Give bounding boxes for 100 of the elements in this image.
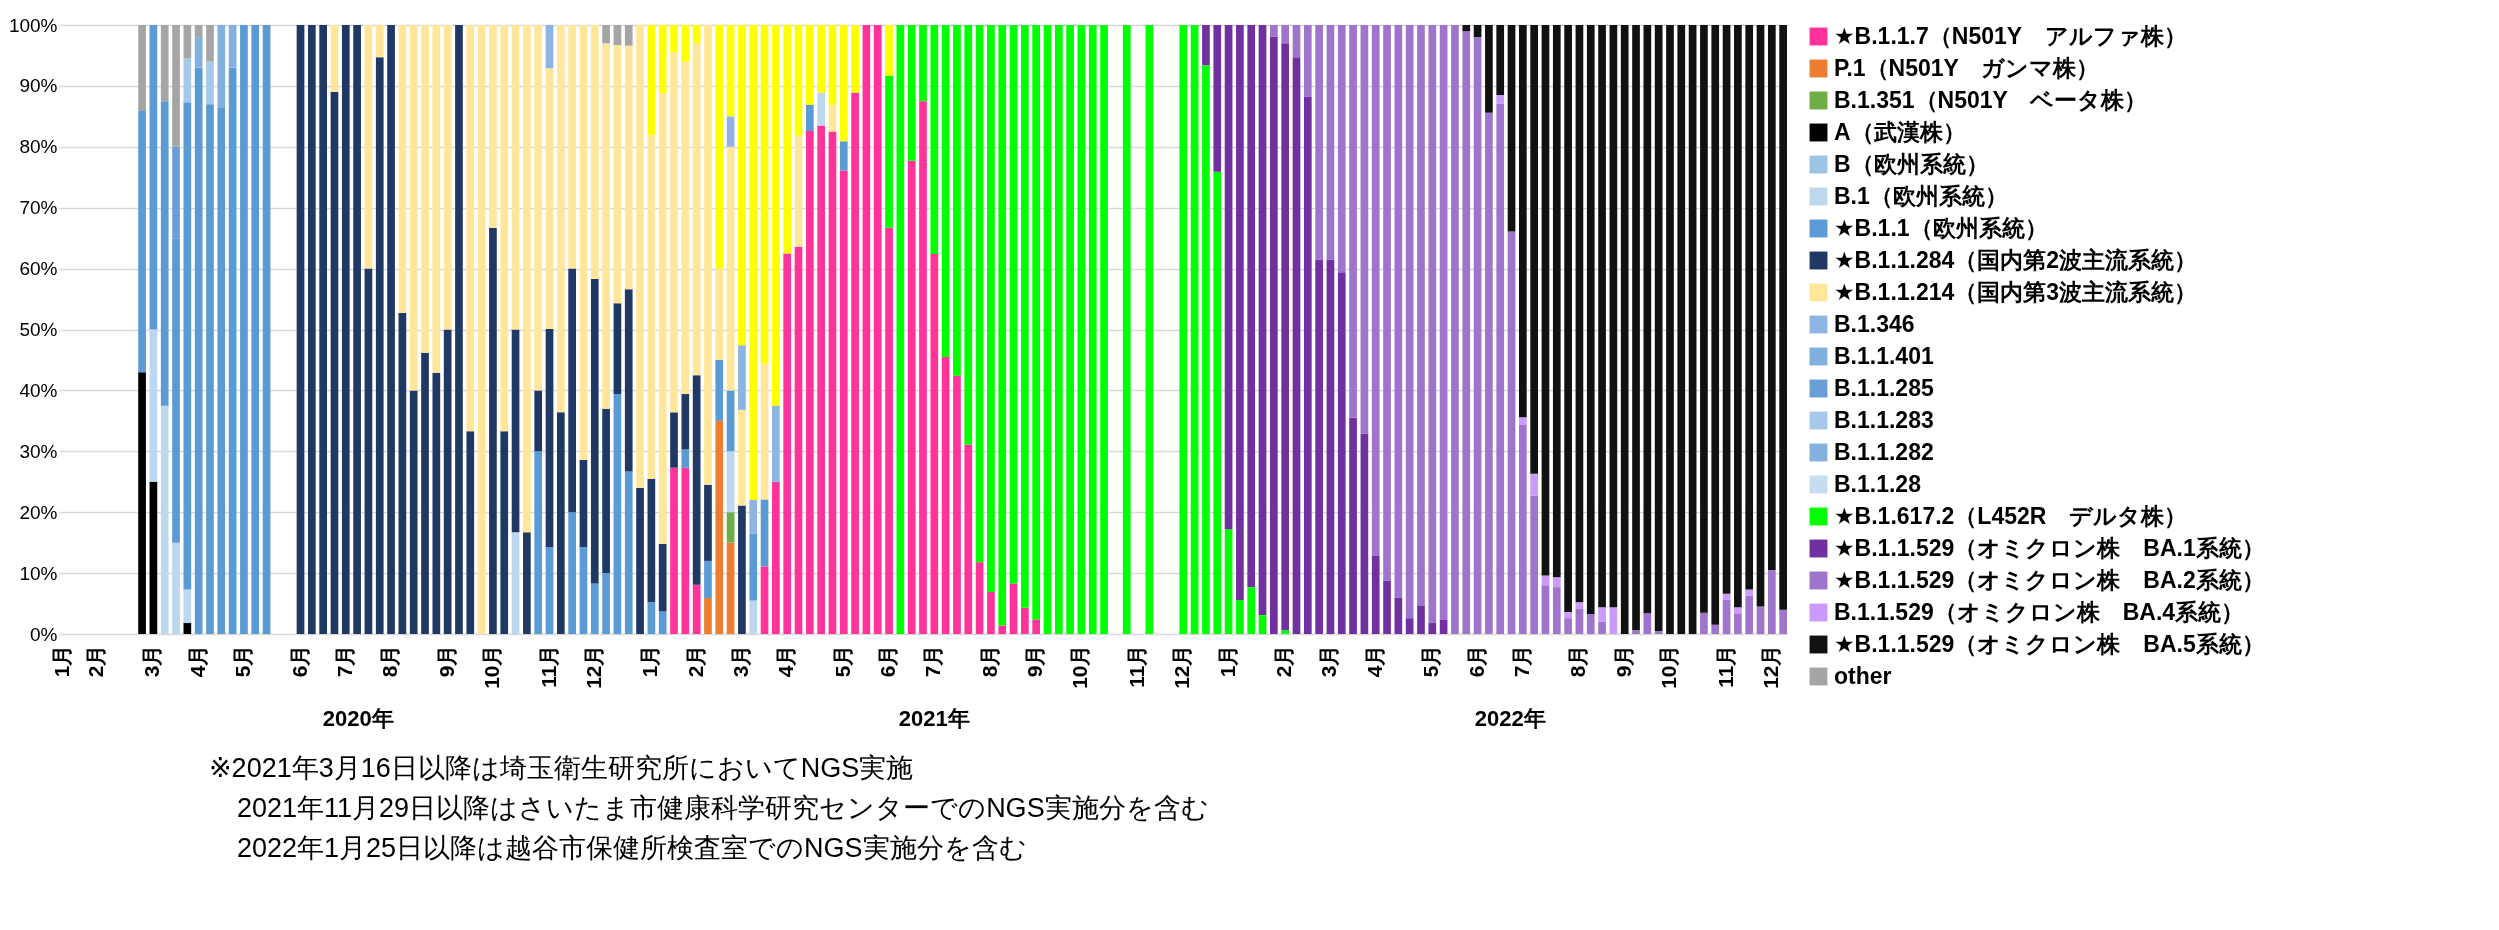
legend-label: B.1.1.401 (1834, 342, 1934, 369)
bar (217, 107, 226, 634)
bar (930, 25, 939, 254)
bar (1224, 25, 1233, 530)
x-tick-label: 4月 (774, 644, 798, 678)
bar (523, 532, 531, 634)
bar (1767, 570, 1776, 634)
bar (794, 135, 803, 247)
bar (432, 25, 441, 373)
bar (760, 363, 769, 500)
bar (387, 25, 395, 634)
bar (1575, 25, 1584, 603)
bar (1666, 25, 1674, 634)
legend-label: other (1834, 662, 1892, 689)
bar (1202, 65, 1210, 634)
bar (1451, 25, 1459, 634)
bar (1236, 25, 1244, 600)
bar (1394, 25, 1403, 598)
x-tick-label: 12月 (1170, 644, 1194, 689)
bar (1643, 25, 1652, 614)
bar (149, 25, 158, 330)
x-tick-label: 1月 (49, 644, 73, 678)
bar (1303, 25, 1312, 97)
bar (704, 560, 712, 599)
text: ※2021年3月16日以降は埼玉衛生研究所においてNGS実施 (209, 753, 914, 783)
bar (1598, 607, 1606, 622)
y-tick-label: 30% (19, 440, 58, 462)
bar (364, 268, 373, 634)
bar (624, 25, 633, 46)
bar (839, 25, 848, 142)
bar (726, 116, 735, 147)
bar (987, 591, 995, 634)
y-tick-label: 0% (30, 623, 58, 645)
bar (704, 25, 712, 485)
x-tick-label: 10月 (1656, 644, 1680, 689)
bar (1564, 25, 1572, 613)
bar (545, 68, 554, 329)
bar (1530, 25, 1539, 474)
bar (534, 390, 543, 452)
bar (579, 459, 588, 547)
text: 2021年11月29日以降はさいたま市健康科学研究センターでのNGS実施分を含む (237, 793, 1209, 823)
bar (307, 25, 316, 634)
bar (726, 451, 735, 513)
bar (828, 25, 837, 105)
bar (839, 141, 848, 171)
x-tick-label: 12月 (1758, 644, 1782, 689)
bar (1417, 605, 1425, 634)
bar (817, 92, 825, 126)
bar (658, 25, 667, 94)
y-tick-label: 10% (19, 562, 58, 584)
bar (1032, 619, 1041, 634)
bar (432, 372, 441, 634)
bar (613, 45, 622, 304)
bar (489, 227, 497, 634)
x-tick-label: 1月 (1215, 644, 1239, 678)
bar (636, 25, 644, 488)
bar (1779, 609, 1787, 634)
bar (1213, 171, 1222, 634)
y-tick-label: 60% (19, 258, 58, 280)
bar (1518, 424, 1527, 634)
bar (1518, 417, 1527, 425)
bar (1598, 25, 1606, 608)
bar (443, 25, 452, 330)
bar (613, 303, 622, 395)
bar (964, 25, 973, 445)
x-tick-label: 7月 (332, 644, 356, 678)
bar (590, 25, 599, 279)
bar (1541, 25, 1550, 576)
bar (726, 390, 735, 452)
bar (1292, 25, 1301, 58)
bar (1485, 112, 1493, 634)
bar (534, 25, 543, 391)
bar (172, 542, 180, 634)
x-tick-label: 6月 (1464, 644, 1488, 678)
bar (545, 328, 554, 547)
bar (749, 600, 758, 634)
legend-label: B.1.351（N501Y ベータ株） (1834, 86, 2148, 113)
bar (794, 25, 803, 136)
bar (477, 25, 486, 634)
bar (1552, 577, 1561, 588)
bar (1677, 25, 1686, 634)
bar (1337, 272, 1346, 634)
bar (1609, 607, 1618, 634)
bar (375, 57, 384, 634)
bar (579, 25, 588, 460)
bar (873, 25, 882, 634)
bar (1564, 618, 1572, 634)
x-tick-label: 9月 (1611, 644, 1635, 678)
bar (1043, 25, 1052, 634)
bar (624, 45, 633, 290)
bar (1586, 25, 1595, 614)
bar (726, 542, 735, 634)
x-tick-label: 7月 (1509, 644, 1533, 678)
bar (149, 481, 158, 634)
bar (1541, 585, 1550, 634)
bar (1337, 25, 1346, 273)
bar (828, 104, 837, 132)
bar (1767, 25, 1776, 571)
bar (624, 471, 633, 634)
bar (681, 467, 690, 634)
